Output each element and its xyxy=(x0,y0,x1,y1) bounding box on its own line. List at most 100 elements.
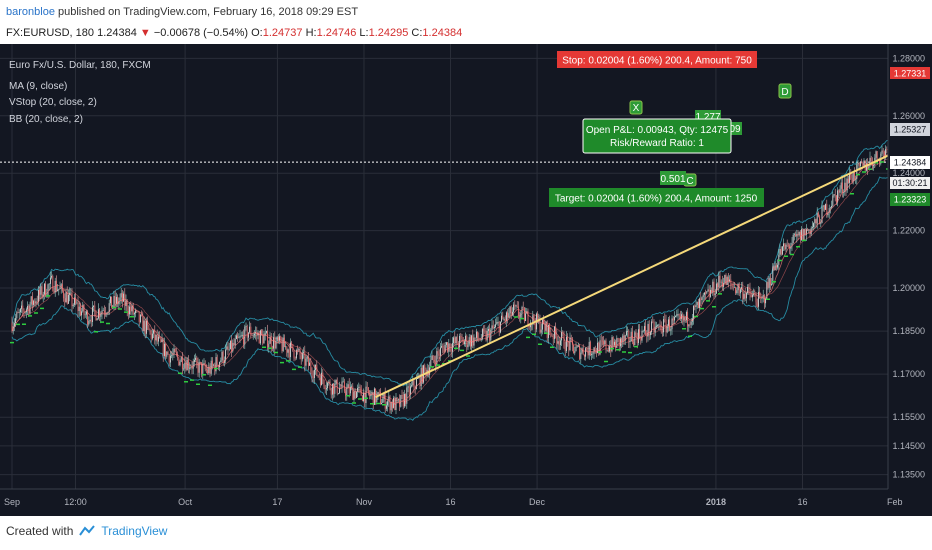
chart-legend: Euro Fx/U.S. Dollar, 180, FXCM MA (9, cl… xyxy=(9,60,151,125)
candle-body xyxy=(733,287,735,288)
candle-body xyxy=(291,342,293,344)
candle-body xyxy=(165,343,167,357)
pnl-callout[interactable]: Open P&L: 0.00943, Qty: 12475 Risk/Rewar… xyxy=(582,118,732,154)
candle-body xyxy=(204,363,206,369)
candle-body xyxy=(545,321,547,331)
candle-body xyxy=(565,336,567,351)
candle-body xyxy=(387,401,389,406)
time-tick-label: 16 xyxy=(446,497,456,507)
target-price-tag-text: 1.23323 xyxy=(894,195,927,205)
candle-body xyxy=(849,172,851,183)
candle-body xyxy=(736,290,738,294)
candle-body xyxy=(161,339,163,343)
candle-body xyxy=(589,341,591,355)
candle-body xyxy=(238,337,240,339)
candle-body xyxy=(190,367,192,368)
candle-body xyxy=(151,333,153,339)
candle-body xyxy=(793,234,795,236)
candle-body xyxy=(324,386,326,390)
candle-body xyxy=(42,294,44,297)
candle-body xyxy=(702,294,704,298)
candle-body xyxy=(504,318,506,322)
candle-body xyxy=(100,314,102,317)
target-price-tag xyxy=(890,193,930,206)
candle-body xyxy=(275,341,277,349)
candle-body xyxy=(312,376,314,378)
candle-body xyxy=(88,320,90,325)
price-axis-background xyxy=(888,44,932,516)
candle-body xyxy=(301,352,303,360)
candle-body xyxy=(547,325,549,338)
price-chart[interactable]: X D C 0.501 1.277 09 Stop: 0.02004 (1.60… xyxy=(0,44,932,516)
candle-body xyxy=(661,331,663,333)
countdown-tag-text: 01:30:21 xyxy=(892,178,927,188)
candle-body xyxy=(701,297,703,300)
candle-body xyxy=(390,402,392,411)
candle-body xyxy=(839,188,841,193)
candle-body xyxy=(378,392,380,393)
candle-body xyxy=(274,337,276,349)
candle-body xyxy=(522,307,524,308)
candle-body xyxy=(358,386,360,389)
candle-body xyxy=(468,337,470,345)
candle-body xyxy=(677,314,679,315)
candle-body xyxy=(411,385,413,387)
tradingview-link[interactable]: TradingView xyxy=(101,524,168,538)
candle-body xyxy=(199,362,201,363)
legend-bb[interactable]: BB (20, close, 2) xyxy=(9,114,83,125)
candle-body xyxy=(65,292,67,303)
candle-body xyxy=(231,340,233,352)
candle-body xyxy=(57,289,59,291)
time-axis[interactable]: Sep12:00Oct17Nov16Dec201816FebMar16Apr12… xyxy=(0,488,932,507)
candle-body xyxy=(808,229,810,231)
author-link[interactable]: baronbloe xyxy=(6,6,55,18)
candle-body xyxy=(499,321,501,333)
candle-body xyxy=(432,355,434,361)
candle-body xyxy=(31,296,33,305)
candle-body xyxy=(768,278,770,288)
candle-body xyxy=(838,190,840,193)
candle-body xyxy=(666,326,668,333)
candle-body xyxy=(540,329,542,333)
candle-body xyxy=(53,291,55,293)
candle-body xyxy=(687,311,689,327)
candle-body xyxy=(89,319,91,321)
candle-body xyxy=(424,365,426,370)
candle-body xyxy=(657,325,659,326)
candle-body xyxy=(18,312,20,313)
candle-body xyxy=(450,349,452,352)
candle-body xyxy=(622,335,624,343)
candle-body xyxy=(865,163,867,171)
candle-body xyxy=(712,281,714,293)
trend-line[interactable] xyxy=(375,137,925,399)
legend-ma[interactable]: MA (9, close) xyxy=(9,81,67,92)
candle-body xyxy=(667,319,669,327)
price-axis[interactable]: 1.28000 1.26000 1.24000 1.22000 1.20000 1.185… xyxy=(887,44,932,516)
candle-body xyxy=(585,348,587,357)
candle-body xyxy=(271,347,273,349)
candle-body xyxy=(675,316,677,318)
candle-body xyxy=(160,337,162,343)
candle-body xyxy=(759,291,761,296)
candle-body xyxy=(732,285,734,288)
candle-body xyxy=(436,351,438,366)
target-callout[interactable]: Target: 0.02004 (1.60%) 200.4, Amount: 1… xyxy=(549,188,764,207)
stop-callout[interactable]: Stop: 0.02004 (1.60%) 200.4, Amount: 750 xyxy=(557,51,757,68)
candle-body xyxy=(99,309,101,317)
candle-body xyxy=(105,312,107,314)
legend-vstop[interactable]: VStop (20, close, 2) xyxy=(9,97,97,108)
candle-body xyxy=(273,337,275,349)
candle-body xyxy=(210,360,212,374)
candle-body xyxy=(259,330,261,344)
candle-body xyxy=(636,335,638,343)
candle-body xyxy=(870,157,872,162)
candle-body xyxy=(648,324,650,335)
candle-body xyxy=(159,336,161,338)
open-value: 1.24737 xyxy=(262,27,303,39)
candle-body xyxy=(234,339,236,346)
candle-body xyxy=(49,277,51,284)
target-callout-box xyxy=(549,188,764,207)
candle-body xyxy=(35,301,37,304)
candle-body xyxy=(319,377,321,386)
stop-price-tag-text: 1.27331 xyxy=(894,69,927,79)
